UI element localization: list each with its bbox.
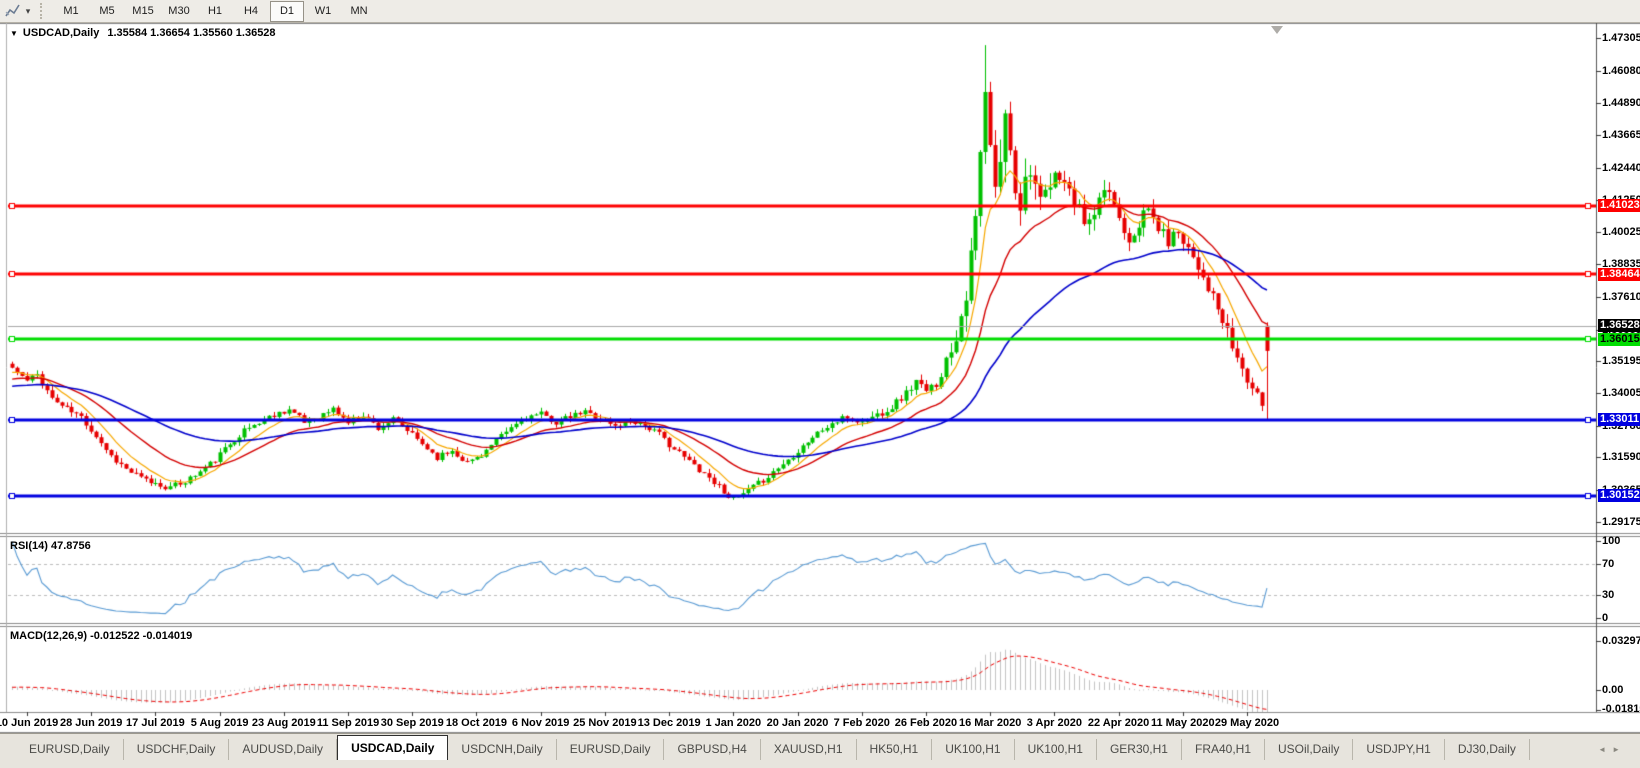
price-chart-canvas[interactable] [0,23,1640,733]
price-axis-tick-label: 1.43665 [1602,129,1640,142]
date-axis-label: 11 May 2020 [1150,717,1215,729]
date-axis-label: 1 Jan 2020 [705,717,762,729]
date-axis-label: 16 Mar 2020 [958,717,1022,729]
price-line-label[interactable]: 1.30152 [1598,489,1640,503]
price-axis-tick-label: 1.40025 [1602,226,1640,239]
chart-menu-arrow-icon[interactable]: ▼ [10,29,18,38]
price-line-label[interactable]: 1.38464 [1598,267,1640,281]
price-axis-tick-label: 1.44890 [1602,96,1640,109]
date-axis-label: 26 Feb 2020 [894,717,958,729]
price-line-label[interactable]: 1.33011 [1598,413,1640,426]
date-axis-label: 6 Nov 2019 [511,717,570,729]
tab-usdchf-daily[interactable]: USDCHF,Daily [124,739,230,760]
tab-uk100-h1[interactable]: UK100,H1 [932,739,1015,760]
price-line-label[interactable]: 1.36015 [1598,332,1640,346]
macd-axis-tick-label: 0.032972 [1602,635,1640,648]
tab-usdcnh-daily[interactable]: USDCNH,Daily [448,739,557,760]
timeframe-h4[interactable]: H4 [243,5,259,17]
price-axis-tick-label: 1.42440 [1602,162,1640,175]
timeframe-h1[interactable]: H1 [207,5,223,17]
rsi-axis-tick-label: 100 [1602,535,1621,547]
toolbar-grip [40,3,46,19]
tab-usdjpy-h1[interactable]: USDJPY,H1 [1353,739,1445,760]
tab-usdcad-daily[interactable]: USDCAD,Daily [337,735,449,760]
tab-gbpusd-h4[interactable]: GBPUSD,H4 [664,739,761,760]
tab-dj30-daily[interactable]: DJ30,Daily [1445,739,1530,760]
date-axis-label: 7 Feb 2020 [833,717,890,729]
tab-ger30-h1[interactable]: GER30,H1 [1097,739,1182,760]
toolbar: ▾ M1 M5 M15 M30 H1 H4 D1 W1 MN [0,0,1640,23]
tab-eurusd-daily[interactable]: EURUSD,Daily [557,739,665,760]
price-axis-tick-label: 1.29175 [1602,515,1640,528]
rsi-axis-tick-label: 0 [1602,612,1609,624]
date-axis-label: 30 Sep 2019 [380,717,444,729]
date-axis-label: 22 Apr 2020 [1087,717,1150,729]
rsi-axis-tick-label: 70 [1602,558,1615,571]
date-axis-label: 29 May 2020 [1214,717,1280,729]
chart-shift-marker-icon[interactable] [1271,26,1283,34]
price-axis-tick-label: 1.34005 [1602,387,1640,399]
tabs-scroll-right-icon[interactable]: ► [1612,745,1626,754]
timeframe-w1[interactable]: W1 [314,5,332,17]
price-axis-tick-label: 1.46080 [1602,65,1640,77]
tab-eurusd-daily[interactable]: EURUSD,Daily [16,739,124,760]
date-axis-label: 20 Jan 2020 [766,717,829,729]
tab-scroll-arrows: ◄► [1598,745,1626,754]
tab-usoil-daily[interactable]: USOil,Daily [1265,739,1354,760]
date-axis-label: 3 Apr 2020 [1026,717,1082,729]
macd-axis-tick-label: 0.00 [1602,684,1624,696]
status-bar [0,760,1640,768]
tab-hk50-h1[interactable]: HK50,H1 [857,739,933,760]
date-axis-label: 11 Sep 2019 [316,717,380,729]
price-axis-tick-label: 1.31590 [1602,451,1640,464]
date-axis-label: 10 Jun 2019 [0,717,59,729]
dropdown-arrow-icon[interactable]: ▾ [25,5,31,16]
timeframe-m5[interactable]: M5 [99,5,115,17]
rsi-header: RSI(14) 47.8756 [10,540,91,552]
chart-tool-icon[interactable] [3,2,23,20]
timeframe-d1[interactable]: D1 [270,0,304,22]
rsi-axis-tick-label: 30 [1602,588,1615,601]
chart-window: ▼ USDCAD,Daily 1.35584 1.36654 1.35560 1.3… [0,23,1640,733]
date-axis-label: 13 Dec 2019 [637,717,701,729]
chart-tabs: EURUSD,Daily USDCHF,Daily AUDUSD,Daily USDC… [16,735,1530,760]
chart-symbol-label: USDCAD,Daily [22,27,100,39]
macd-axis-tick-label: -0.018154 [1602,703,1640,715]
tab-uk100-h1[interactable]: UK100,H1 [1015,739,1097,760]
tab-fra40-h1[interactable]: FRA40,H1 [1182,739,1266,760]
timeframe-m15[interactable]: M15 [132,5,154,17]
price-axis-tick-label: 1.35195 [1602,355,1640,368]
date-axis-label: 28 Jun 2019 [60,717,123,729]
macd-header: MACD(12,26,9) -0.012522 -0.014019 [10,630,193,642]
chart-tabs-bar: EURUSD,Daily USDCHF,Daily AUDUSD,Daily USDC… [0,733,1640,760]
price-axis-tick-label: 1.37610 [1602,290,1640,303]
date-axis-label: 5 Aug 2019 [190,717,249,729]
tab-xauusd-h1[interactable]: XAUUSD,H1 [761,739,857,760]
timeframe-mn[interactable]: MN [350,5,368,17]
timeframe-m30[interactable]: M30 [168,5,190,17]
chart-header: ▼ USDCAD,Daily 1.35584 1.36654 1.35560 1.3… [10,27,276,39]
price-axis-tick-label: 1.38835 [1602,258,1640,271]
date-axis-label: 17 Jul 2019 [126,717,185,729]
date-axis-label: 25 Nov 2019 [573,717,637,729]
tab-audusd-daily[interactable]: AUDUSD,Daily [229,739,338,760]
price-axis-tick-label: 1.47305 [1602,32,1640,45]
tabs-scroll-left-icon[interactable]: ◄ [1598,745,1613,754]
date-axis-label: 23 Aug 2019 [251,717,316,729]
chart-ohlc-values: 1.35584 1.36654 1.35560 1.36528 [107,27,276,39]
timeframe-m1[interactable]: M1 [63,5,79,17]
timeframe-buttons: M1 M5 M15 M30 H1 H4 D1 W1 MN [53,0,377,22]
price-line-label[interactable]: 1.41023 [1598,199,1640,213]
date-axis-label: 18 Oct 2019 [445,717,508,729]
bid-price-label: 1.36528 [1598,319,1640,333]
